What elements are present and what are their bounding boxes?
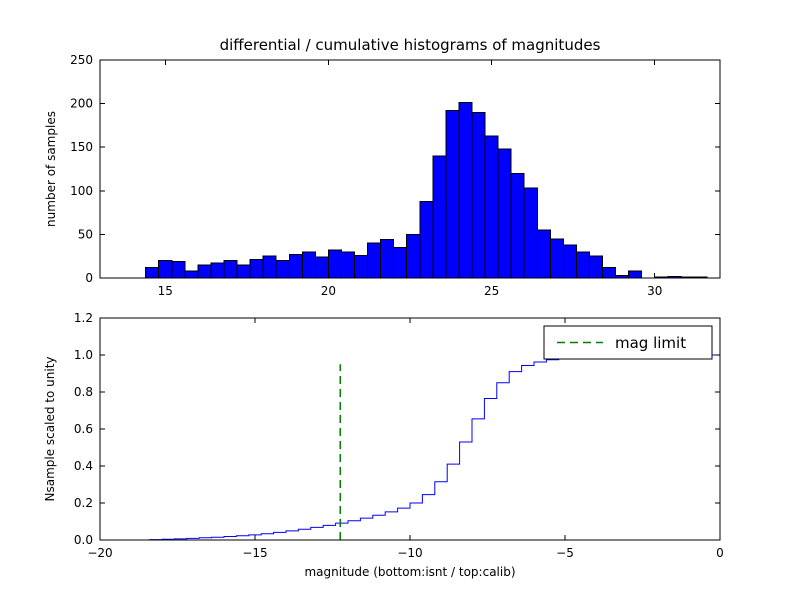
bottom-y-axis-label: Nsample scaled to unity — [43, 357, 57, 502]
histogram-bar — [145, 267, 160, 279]
differential-histogram-plot: 15 20 25 30 0 50 100 150 200 250 — [70, 53, 721, 298]
histogram-bar — [445, 110, 460, 279]
histogram-bar — [562, 244, 577, 279]
x-tick-label: 25 — [484, 284, 499, 298]
histogram-bar — [510, 172, 525, 279]
y-tick-label: 0.8 — [74, 385, 93, 399]
histogram-bar — [393, 246, 408, 279]
x-tick-label: 15 — [158, 284, 173, 298]
histogram-bar — [314, 256, 329, 279]
y-tick-label: 1.0 — [74, 348, 93, 362]
top-y-axis-label: number of samples — [44, 111, 58, 227]
histogram-bar — [406, 233, 421, 279]
y-tick-label: 100 — [70, 184, 93, 198]
histogram-bar — [249, 259, 264, 279]
histogram-bar — [262, 255, 277, 279]
histogram-bar — [458, 102, 473, 279]
y-tick-label: 50 — [78, 227, 93, 241]
y-tick-label: 200 — [70, 97, 93, 111]
histogram-bar — [628, 270, 643, 279]
y-tick-label: 0.0 — [74, 533, 93, 547]
histogram-bar — [549, 238, 564, 279]
x-tick-label: 30 — [647, 284, 662, 298]
histogram-bar — [184, 270, 199, 279]
y-tick-label: 0.6 — [74, 422, 93, 436]
x-tick-label: −5 — [556, 546, 574, 560]
x-tick-label: −20 — [87, 546, 112, 560]
histogram-bar — [602, 267, 617, 279]
y-tick-label: 250 — [70, 53, 93, 67]
y-tick-label: 1.2 — [74, 311, 93, 325]
histogram-bar — [210, 262, 225, 279]
histogram-bar — [223, 260, 238, 279]
histogram-bar — [588, 255, 604, 279]
histogram-bar — [484, 135, 499, 279]
x-tick-label: −15 — [242, 546, 267, 560]
histogram-bar — [367, 242, 382, 279]
legend: mag limit — [543, 325, 713, 360]
histogram-bar — [236, 264, 251, 279]
figure-title: differential / cumulative histograms of … — [220, 36, 601, 54]
histogram-bar — [327, 249, 342, 279]
histogram-bar — [432, 155, 447, 279]
histogram-bar — [575, 251, 590, 279]
y-tick-label: 0 — [85, 271, 93, 285]
histogram-bar — [380, 239, 395, 279]
histogram-bar — [288, 253, 303, 279]
histogram-bar — [340, 251, 356, 279]
histogram-bar — [301, 251, 316, 279]
axes-frame — [99, 59, 721, 279]
cumulative-step-line — [100, 354, 720, 541]
histogram-bar — [354, 254, 369, 279]
histogram-bar — [523, 187, 538, 279]
legend-label: mag limit — [615, 334, 686, 352]
histogram-bar — [171, 260, 186, 279]
histogram-bar — [536, 229, 551, 279]
x-tick-label: 0 — [716, 546, 724, 560]
histogram-bar — [497, 148, 512, 279]
histogram-bar — [471, 111, 486, 279]
histogram-bar — [419, 200, 434, 279]
histogram-bar — [197, 264, 212, 279]
x-tick-label: 20 — [321, 284, 336, 298]
histogram-bar — [275, 260, 290, 279]
x-tick-label: −10 — [397, 546, 422, 560]
y-tick-label: 0.4 — [74, 459, 93, 473]
y-tick-label: 150 — [70, 140, 93, 154]
y-tick-label: 0.2 — [74, 496, 93, 510]
x-axis-label: magnitude (bottom:isnt / top:calib) — [304, 565, 515, 579]
